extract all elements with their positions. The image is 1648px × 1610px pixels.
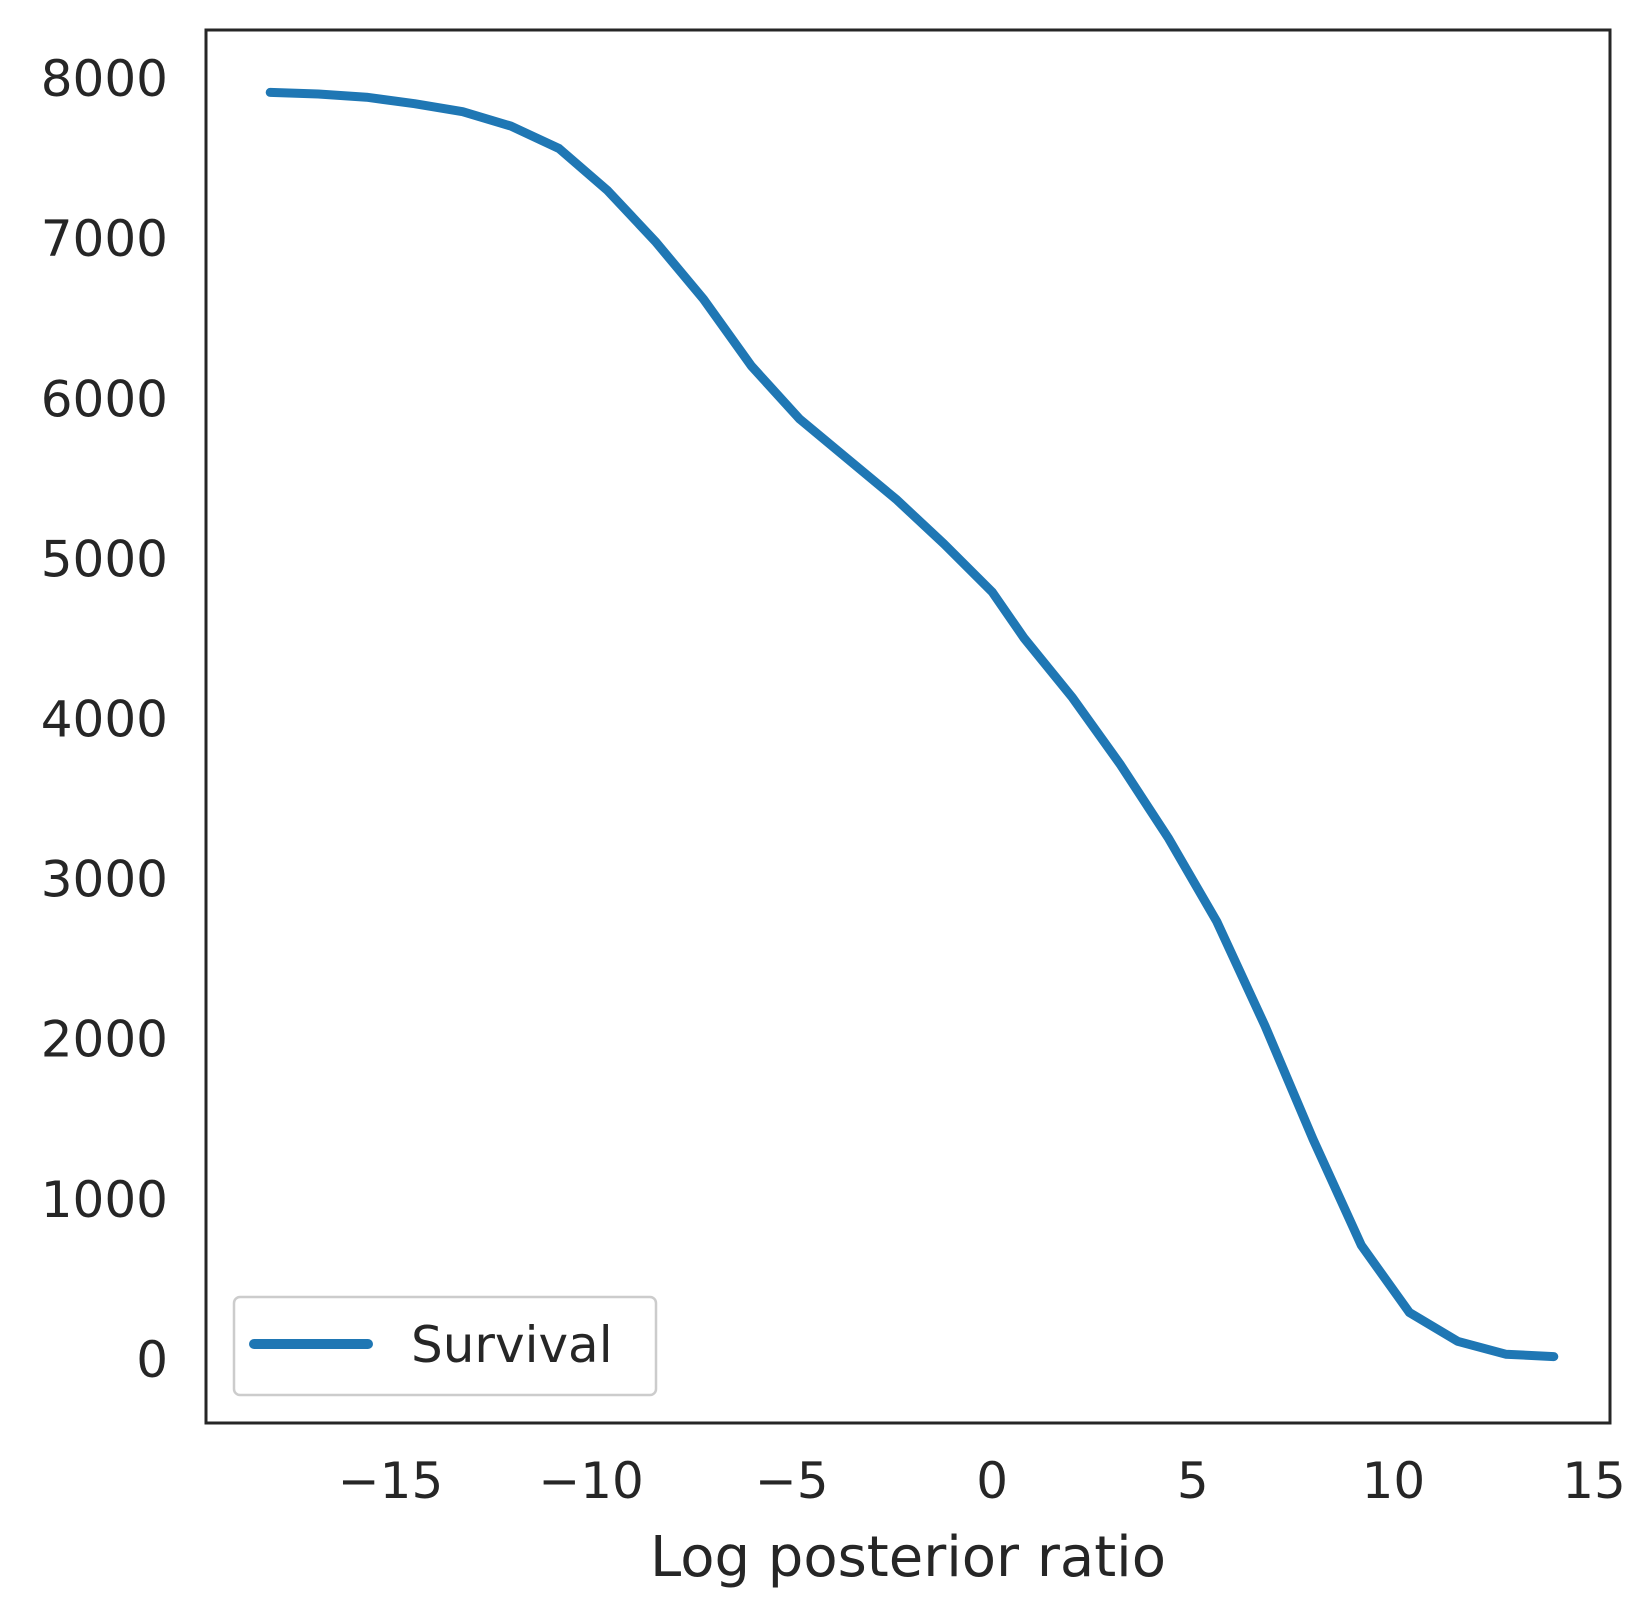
x-tick-label: 10 bbox=[1362, 1452, 1426, 1510]
legend-label-survival: Survival bbox=[411, 1316, 613, 1374]
series-line-0 bbox=[265, 87, 1559, 1362]
y-tick-label: 2000 bbox=[41, 1011, 168, 1069]
y-tick-label: 0 bbox=[136, 1331, 168, 1389]
legend-box bbox=[232, 1295, 658, 1397]
series-layer bbox=[265, 87, 1559, 1362]
y-tick-label: 6000 bbox=[41, 370, 168, 428]
y-tick-label: 5000 bbox=[41, 530, 168, 588]
x-axis-ticks: −15 −10 −5 0 5 10 15 bbox=[338, 1452, 1626, 1510]
x-tick-label: −10 bbox=[538, 1452, 644, 1510]
x-tick-label: −15 bbox=[338, 1452, 444, 1510]
y-tick-label: 1000 bbox=[41, 1171, 168, 1229]
y-tick-label: 7000 bbox=[41, 210, 168, 268]
plot-area bbox=[206, 30, 1610, 1423]
x-tick-label: −5 bbox=[755, 1452, 829, 1510]
x-tick-label: 15 bbox=[1562, 1452, 1626, 1510]
y-axis-ticks: 0 1000 2000 3000 4000 5000 6000 7000 8000 bbox=[41, 50, 168, 1389]
y-tick-label: 8000 bbox=[41, 50, 168, 108]
x-axis-label: Log posterior ratio bbox=[650, 1525, 1166, 1590]
x-tick-label: 0 bbox=[976, 1452, 1008, 1510]
x-tick-label: 5 bbox=[1177, 1452, 1209, 1510]
legend: Survival bbox=[232, 1295, 658, 1397]
y-tick-label: 3000 bbox=[41, 851, 168, 909]
plot-frame bbox=[204, 28, 1612, 1425]
y-tick-label: 4000 bbox=[41, 691, 168, 749]
